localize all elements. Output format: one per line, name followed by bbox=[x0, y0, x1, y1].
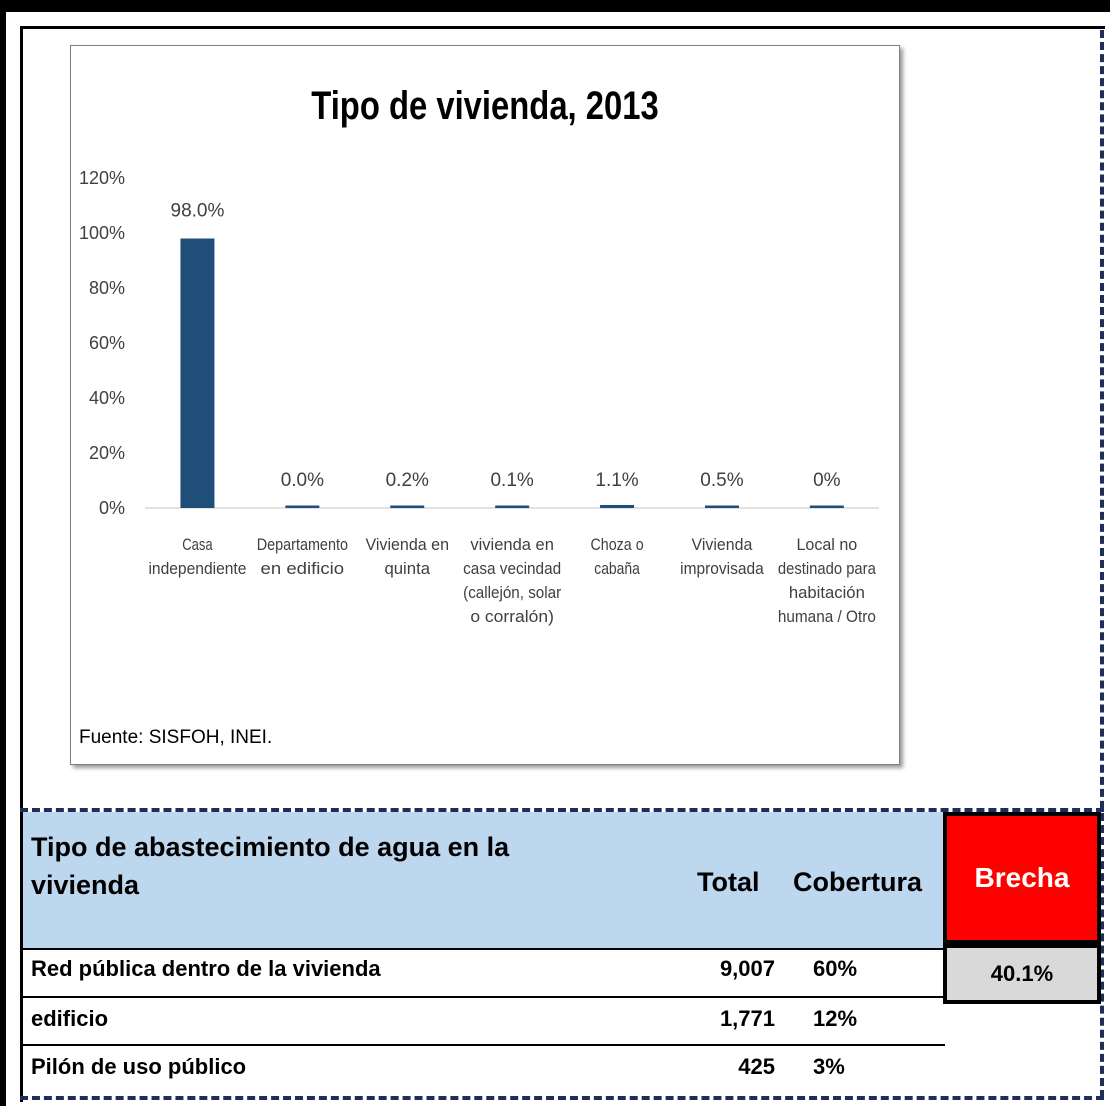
frame-inner-top-border bbox=[20, 26, 1105, 29]
table-header-row: Tipo de abastecimiento de agua en la viv… bbox=[23, 812, 945, 948]
data-label: 0.5% bbox=[700, 470, 743, 491]
y-tick-label: 80% bbox=[89, 278, 125, 298]
brecha-header: Brecha bbox=[943, 812, 1101, 944]
y-tick-label: 0% bbox=[99, 498, 125, 518]
row-cobertura: 12% bbox=[813, 1006, 858, 1031]
row-divider bbox=[23, 996, 945, 998]
category-label: destinado para bbox=[778, 559, 876, 578]
category-label: Departamento bbox=[257, 535, 348, 554]
category-label: habitación bbox=[789, 583, 865, 602]
category-label: Vivienda en bbox=[365, 535, 449, 554]
frame-bottom-dashed-border bbox=[20, 1096, 1104, 1100]
category-label: en edificio bbox=[261, 559, 345, 578]
y-tick-label: 100% bbox=[79, 223, 125, 243]
data-label: 0.2% bbox=[386, 470, 429, 491]
data-label: 98.0% bbox=[171, 201, 225, 222]
frame-divider-dashed bbox=[20, 808, 1104, 812]
chart-source: Fuente: SISFOH, INEI. bbox=[79, 727, 272, 748]
bar bbox=[704, 505, 739, 508]
bar bbox=[809, 505, 844, 508]
y-axis-ticks: 0% 20% 40% 60% 80% 100% 120% bbox=[79, 168, 125, 518]
data-label: 0% bbox=[813, 470, 841, 491]
chart-panel: Tipo de vivienda, 2013 0% 20% 40% 60% 80% 100… bbox=[70, 45, 900, 765]
category-label: quinta bbox=[384, 559, 430, 578]
data-labels: 98.0% 0.0% 0.2% 0.1% 1.1% 0.5% 0% bbox=[171, 201, 841, 492]
category-label: Local no bbox=[796, 535, 857, 554]
data-label: 0.0% bbox=[281, 470, 324, 491]
category-label: improvisada bbox=[680, 559, 764, 578]
bar-chart: Tipo de vivienda, 2013 0% 20% 40% 60% 80% 100… bbox=[79, 83, 879, 748]
table-header-total: Total bbox=[697, 867, 760, 897]
row-label: edificio bbox=[31, 1006, 109, 1031]
table-row: Pilón de uso público 425 3% bbox=[23, 1046, 945, 1090]
category-label: humana / Otro bbox=[778, 607, 876, 626]
y-tick-label: 120% bbox=[79, 168, 125, 188]
category-label: o corralón) bbox=[470, 607, 554, 626]
brecha-value: 40.1% bbox=[943, 944, 1101, 1004]
data-label: 1.1% bbox=[595, 470, 638, 491]
frame-left-border bbox=[0, 0, 6, 1106]
table-header-title: Tipo de abastecimiento de agua en la viv… bbox=[31, 832, 510, 900]
row-label: Red pública dentro de la vivienda bbox=[31, 956, 381, 981]
row-label: Pilón de uso público bbox=[31, 1054, 247, 1079]
row-cobertura: 60% bbox=[813, 956, 858, 981]
bar bbox=[390, 505, 425, 508]
y-tick-label: 20% bbox=[89, 443, 125, 463]
category-label: casa vecindad bbox=[463, 559, 561, 578]
bar bbox=[180, 238, 215, 508]
row-total: 1,771 bbox=[719, 1006, 775, 1031]
chart-title: Tipo de vivienda, 2013 bbox=[311, 83, 658, 128]
frame-top-border bbox=[0, 0, 1110, 12]
y-tick-label: 60% bbox=[89, 333, 125, 353]
category-label: Choza o bbox=[590, 535, 643, 554]
table-header-cobertura: Cobertura bbox=[793, 867, 923, 897]
category-labels: Casa independiente Departamento en edificio… bbox=[148, 535, 876, 626]
category-label: independiente bbox=[148, 559, 246, 578]
table-row: Red pública dentro de la vivienda 9,007 … bbox=[23, 948, 945, 992]
row-total: 9,007 bbox=[719, 956, 775, 981]
bar bbox=[495, 505, 530, 508]
category-label: (callejón, solar bbox=[463, 583, 561, 602]
row-divider bbox=[23, 1044, 945, 1046]
data-label: 0.1% bbox=[490, 470, 533, 491]
category-label: vivienda en bbox=[470, 535, 554, 554]
y-tick-label: 40% bbox=[89, 388, 125, 408]
category-label: Casa bbox=[182, 535, 213, 554]
row-cobertura: 3% bbox=[813, 1054, 845, 1079]
category-label: Vivienda bbox=[692, 535, 753, 554]
table-row: edificio 1,771 12% bbox=[23, 998, 945, 1042]
bar bbox=[285, 505, 320, 508]
frame-right-dashed-border bbox=[1100, 30, 1104, 1098]
category-label: cabaña bbox=[594, 559, 640, 578]
row-total: 425 bbox=[738, 1054, 775, 1079]
frame-inner-left-border bbox=[20, 26, 23, 1102]
bars bbox=[180, 238, 844, 508]
row-divider bbox=[23, 948, 945, 950]
bar bbox=[600, 504, 635, 508]
water-supply-table: Tipo de abastecimiento de agua en la viv… bbox=[23, 812, 1103, 1096]
